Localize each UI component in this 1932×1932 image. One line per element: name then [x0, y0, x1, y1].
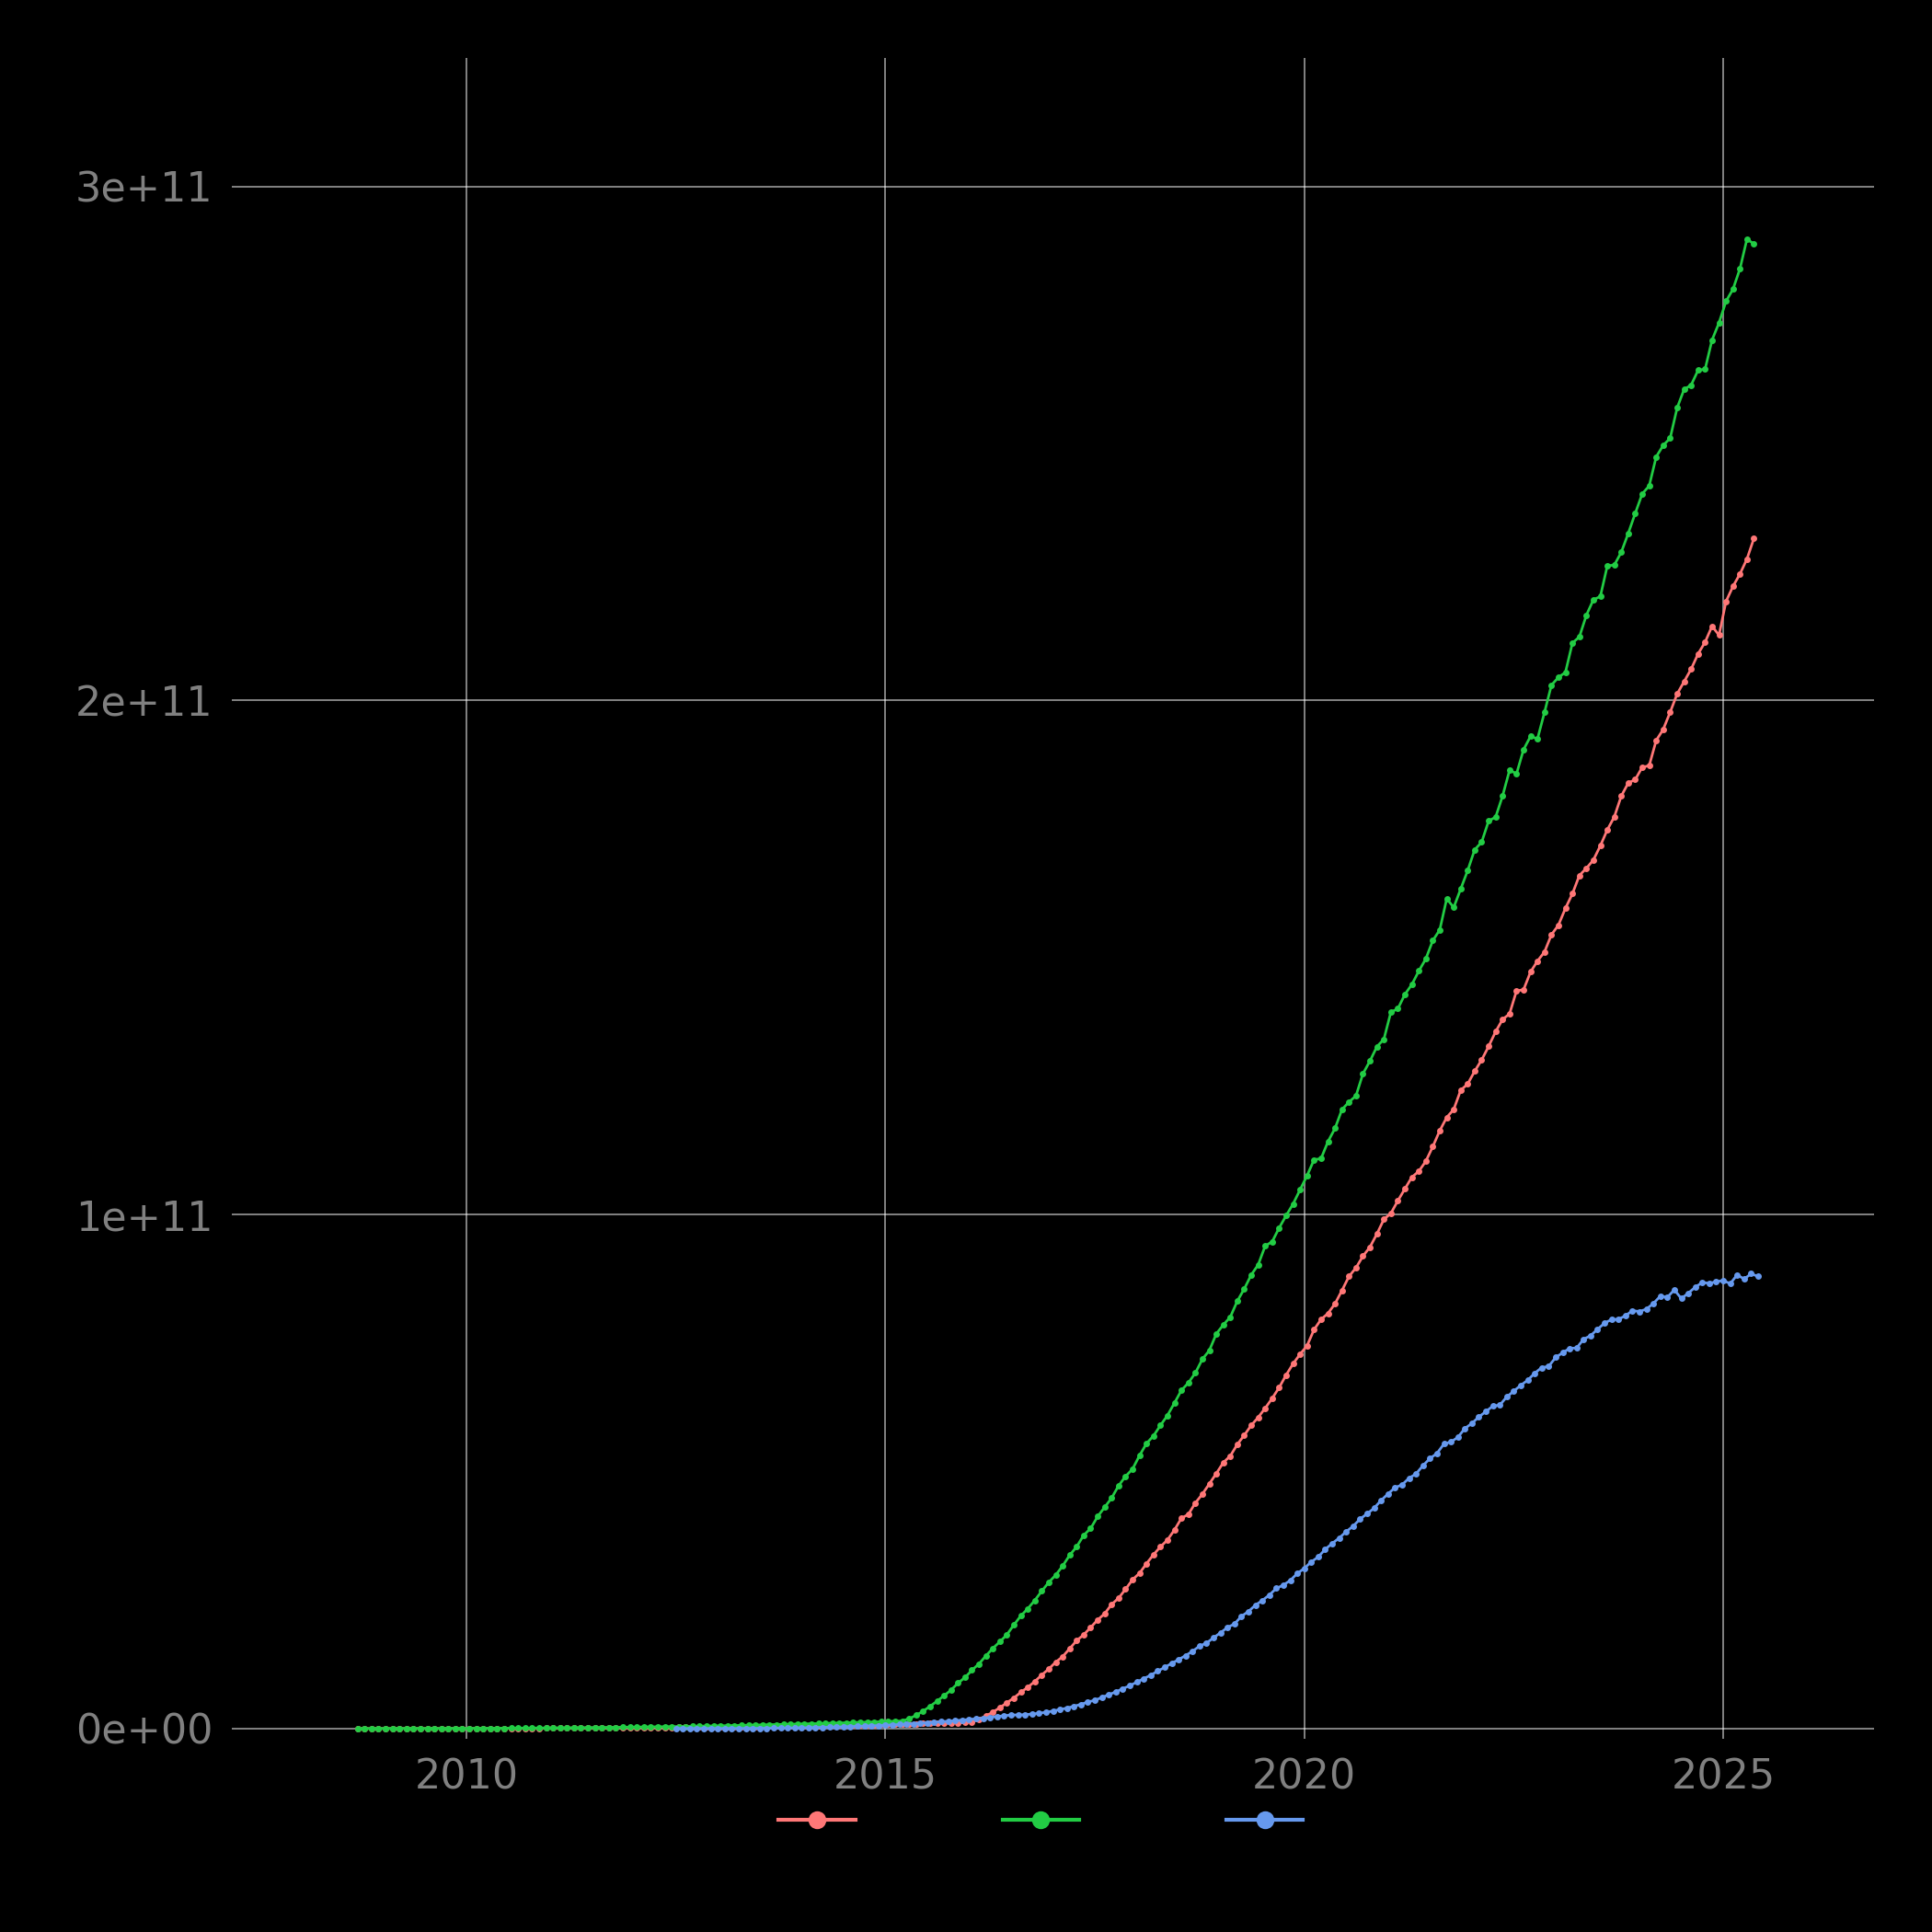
- Legend: , , : , ,: [767, 1795, 1339, 1849]
